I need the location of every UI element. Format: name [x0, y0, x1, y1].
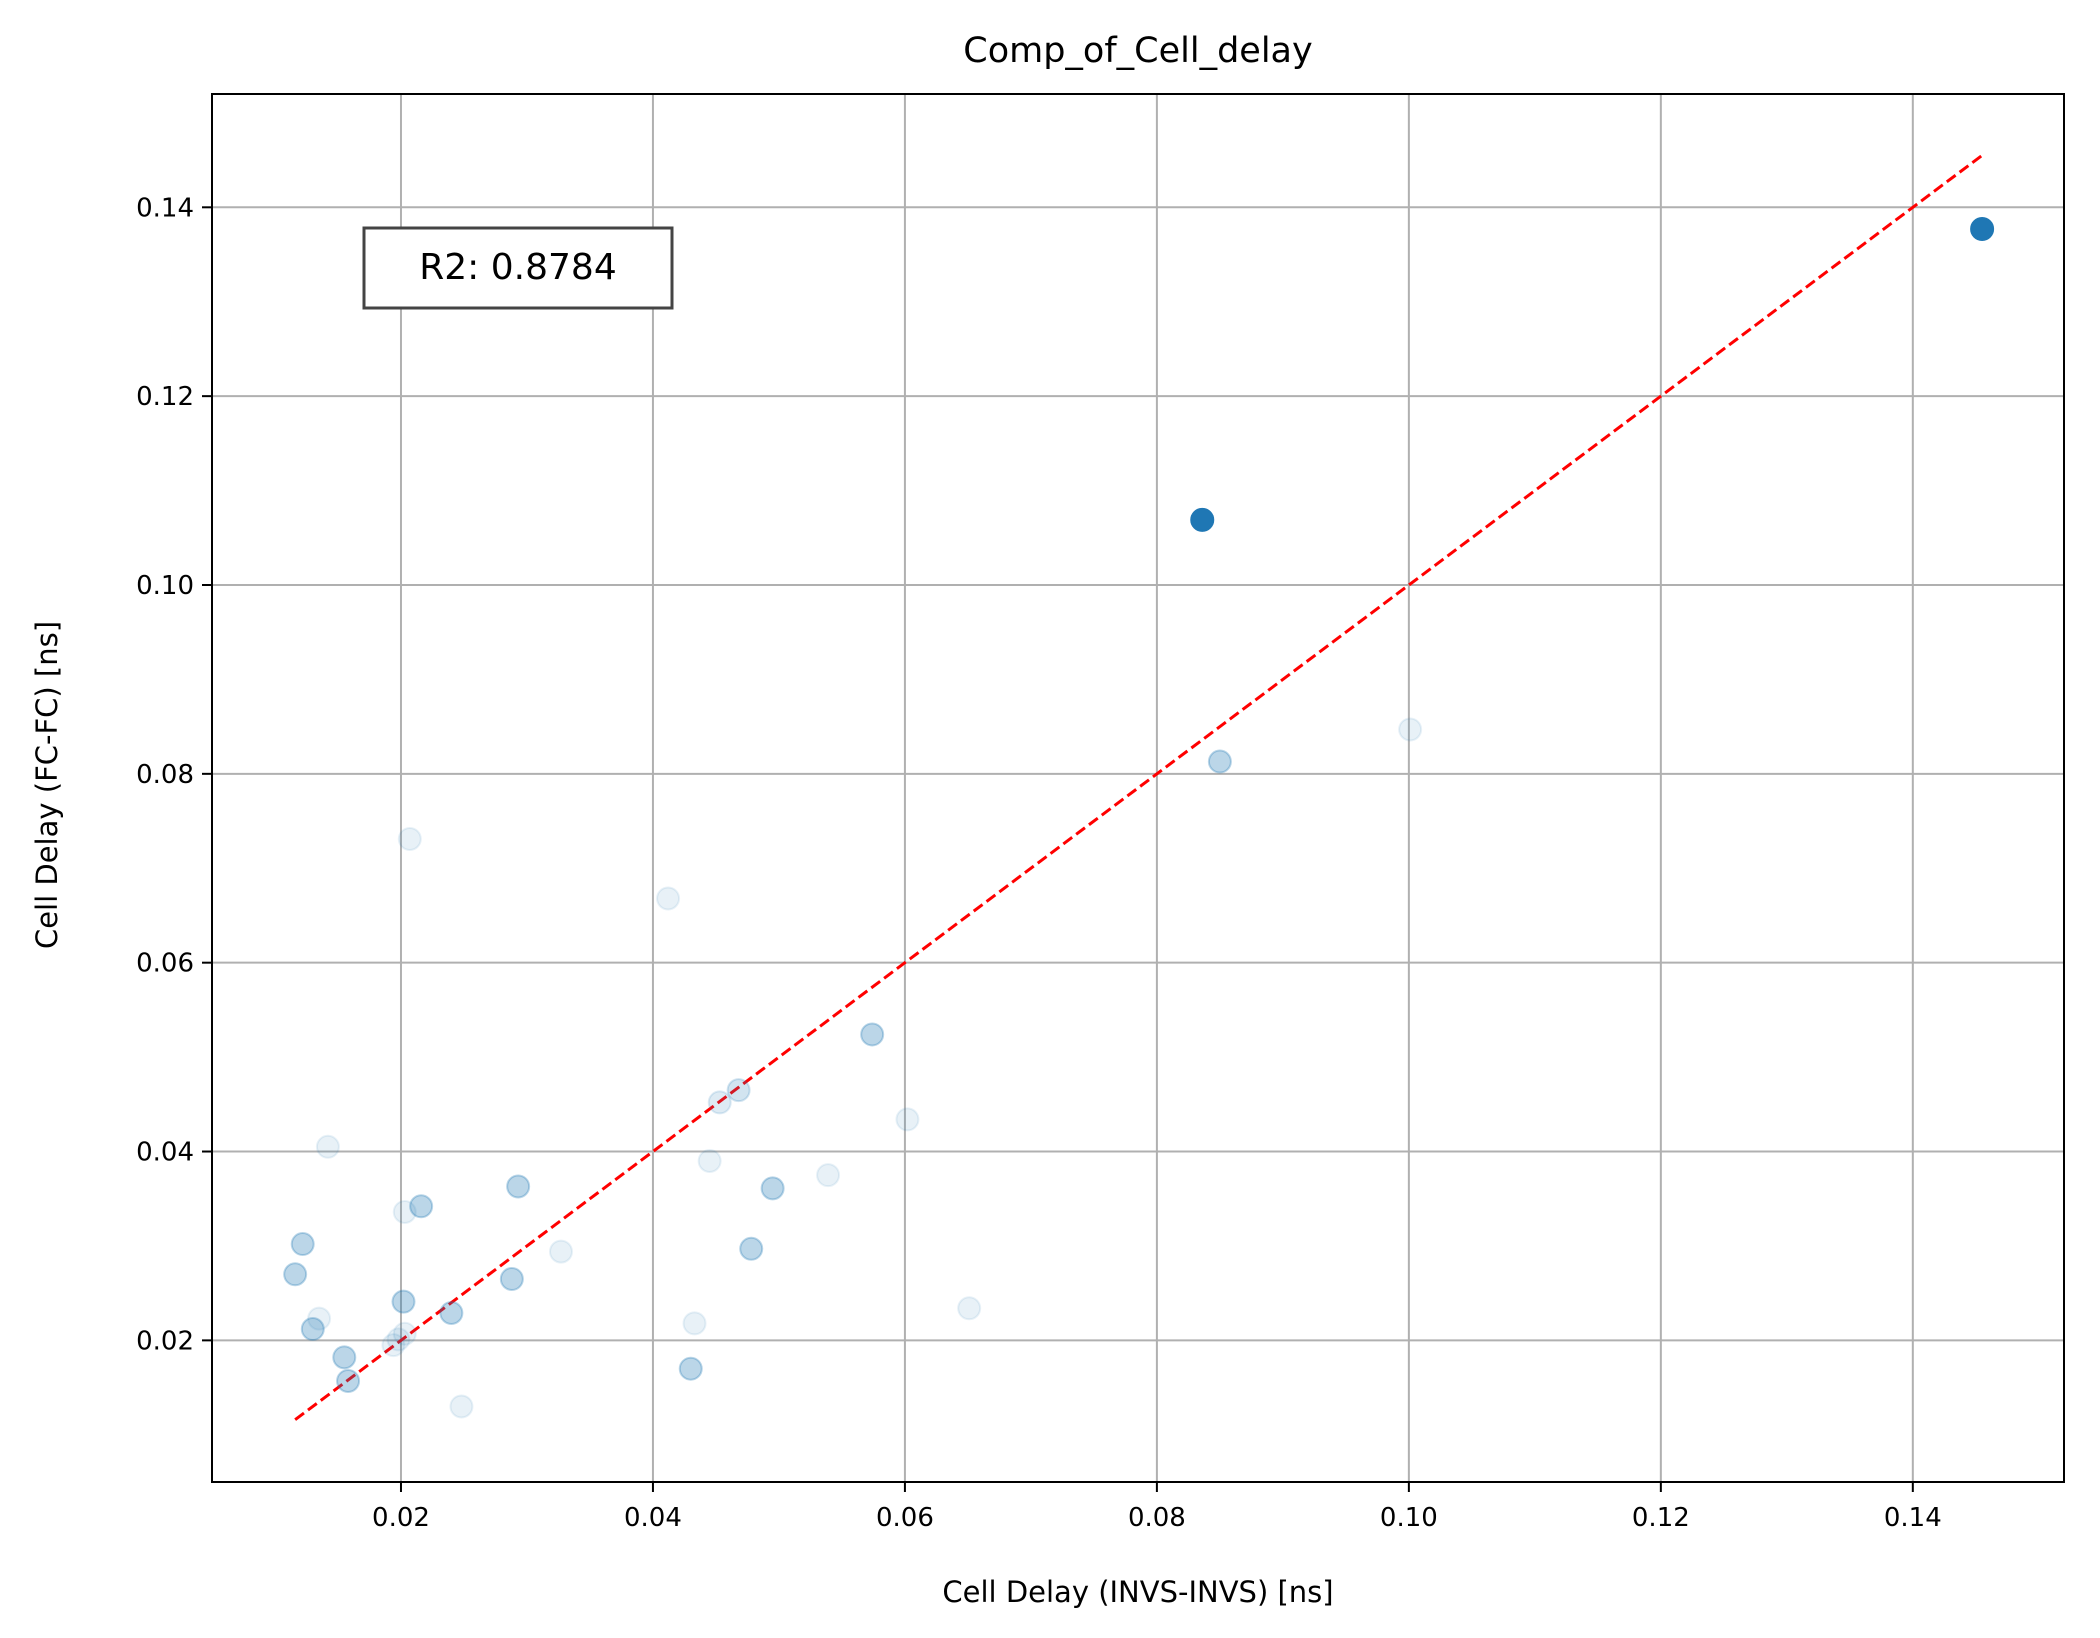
- y-tick-label: 0.08: [136, 760, 194, 790]
- data-point: [315, 1134, 340, 1159]
- data-point: [300, 1317, 325, 1342]
- data-point: [332, 1345, 357, 1370]
- x-tick-label: 0.10: [1380, 1503, 1438, 1533]
- data-point: [439, 1300, 464, 1325]
- y-tick-label: 0.14: [136, 193, 194, 223]
- data-point: [1190, 507, 1215, 532]
- points-group: [283, 217, 1995, 1419]
- data-point: [381, 1333, 406, 1358]
- data-point: [860, 1022, 885, 1047]
- data-point: [397, 826, 422, 851]
- data-point: [386, 1327, 411, 1352]
- data-point: [391, 1289, 416, 1314]
- r2-annotation-text: R2: 0.8784: [419, 247, 616, 288]
- x-tick-label: 0.02: [372, 1503, 430, 1533]
- data-point: [957, 1296, 982, 1321]
- data-point: [1207, 749, 1232, 774]
- data-point: [816, 1163, 841, 1188]
- data-point: [392, 1199, 417, 1224]
- data-point: [739, 1236, 764, 1261]
- data-point: [726, 1078, 751, 1103]
- data-point: [336, 1368, 361, 1393]
- data-point: [409, 1194, 434, 1219]
- x-axis-label: Cell Delay (INVS-INVS) [ns]: [942, 1575, 1333, 1609]
- r2-annotation: R2: 0.8784: [362, 226, 674, 310]
- data-point: [656, 886, 681, 911]
- x-tick-label: 0.06: [876, 1503, 934, 1533]
- data-point: [290, 1232, 315, 1257]
- data-point: [307, 1306, 332, 1331]
- data-point: [1398, 717, 1423, 742]
- data-point: [392, 1321, 417, 1346]
- data-point: [697, 1148, 722, 1173]
- y-tick-label: 0.02: [136, 1326, 194, 1356]
- y-tick-label: 0.12: [136, 382, 194, 412]
- x-tick-label: 0.14: [1884, 1503, 1942, 1533]
- data-point: [760, 1176, 785, 1201]
- data-point: [682, 1311, 707, 1336]
- data-point: [506, 1174, 531, 1199]
- data-point: [707, 1090, 732, 1115]
- chart-title: Comp_of_Cell_delay: [963, 31, 1312, 71]
- data-point: [283, 1262, 308, 1287]
- y-axis-label: Cell Delay (FC-FC) [ns]: [30, 621, 64, 949]
- data-point: [678, 1356, 703, 1381]
- y-tick-label: 0.04: [136, 1138, 194, 1168]
- data-point: [499, 1266, 524, 1291]
- r2-annotation-box: [362, 226, 674, 310]
- data-point: [895, 1107, 920, 1132]
- data-point: [1970, 217, 1995, 242]
- x-axis-ticks: 0.02 0.04 0.06 0.08 0.10 0.12 0.14: [372, 1482, 1942, 1533]
- x-tick-label: 0.08: [1128, 1503, 1186, 1533]
- data-point: [449, 1394, 474, 1419]
- grid: [212, 94, 2064, 1482]
- plot-frame: [211, 93, 2065, 1483]
- x-tick-label: 0.12: [1632, 1503, 1690, 1533]
- data-point: [548, 1239, 573, 1264]
- y-tick-label: 0.06: [136, 949, 194, 979]
- y-axis-ticks: 0.02 0.04 0.06 0.08 0.10 0.12 0.14: [136, 193, 212, 1356]
- x-tick-label: 0.04: [624, 1503, 682, 1533]
- y-tick-label: 0.10: [136, 571, 194, 601]
